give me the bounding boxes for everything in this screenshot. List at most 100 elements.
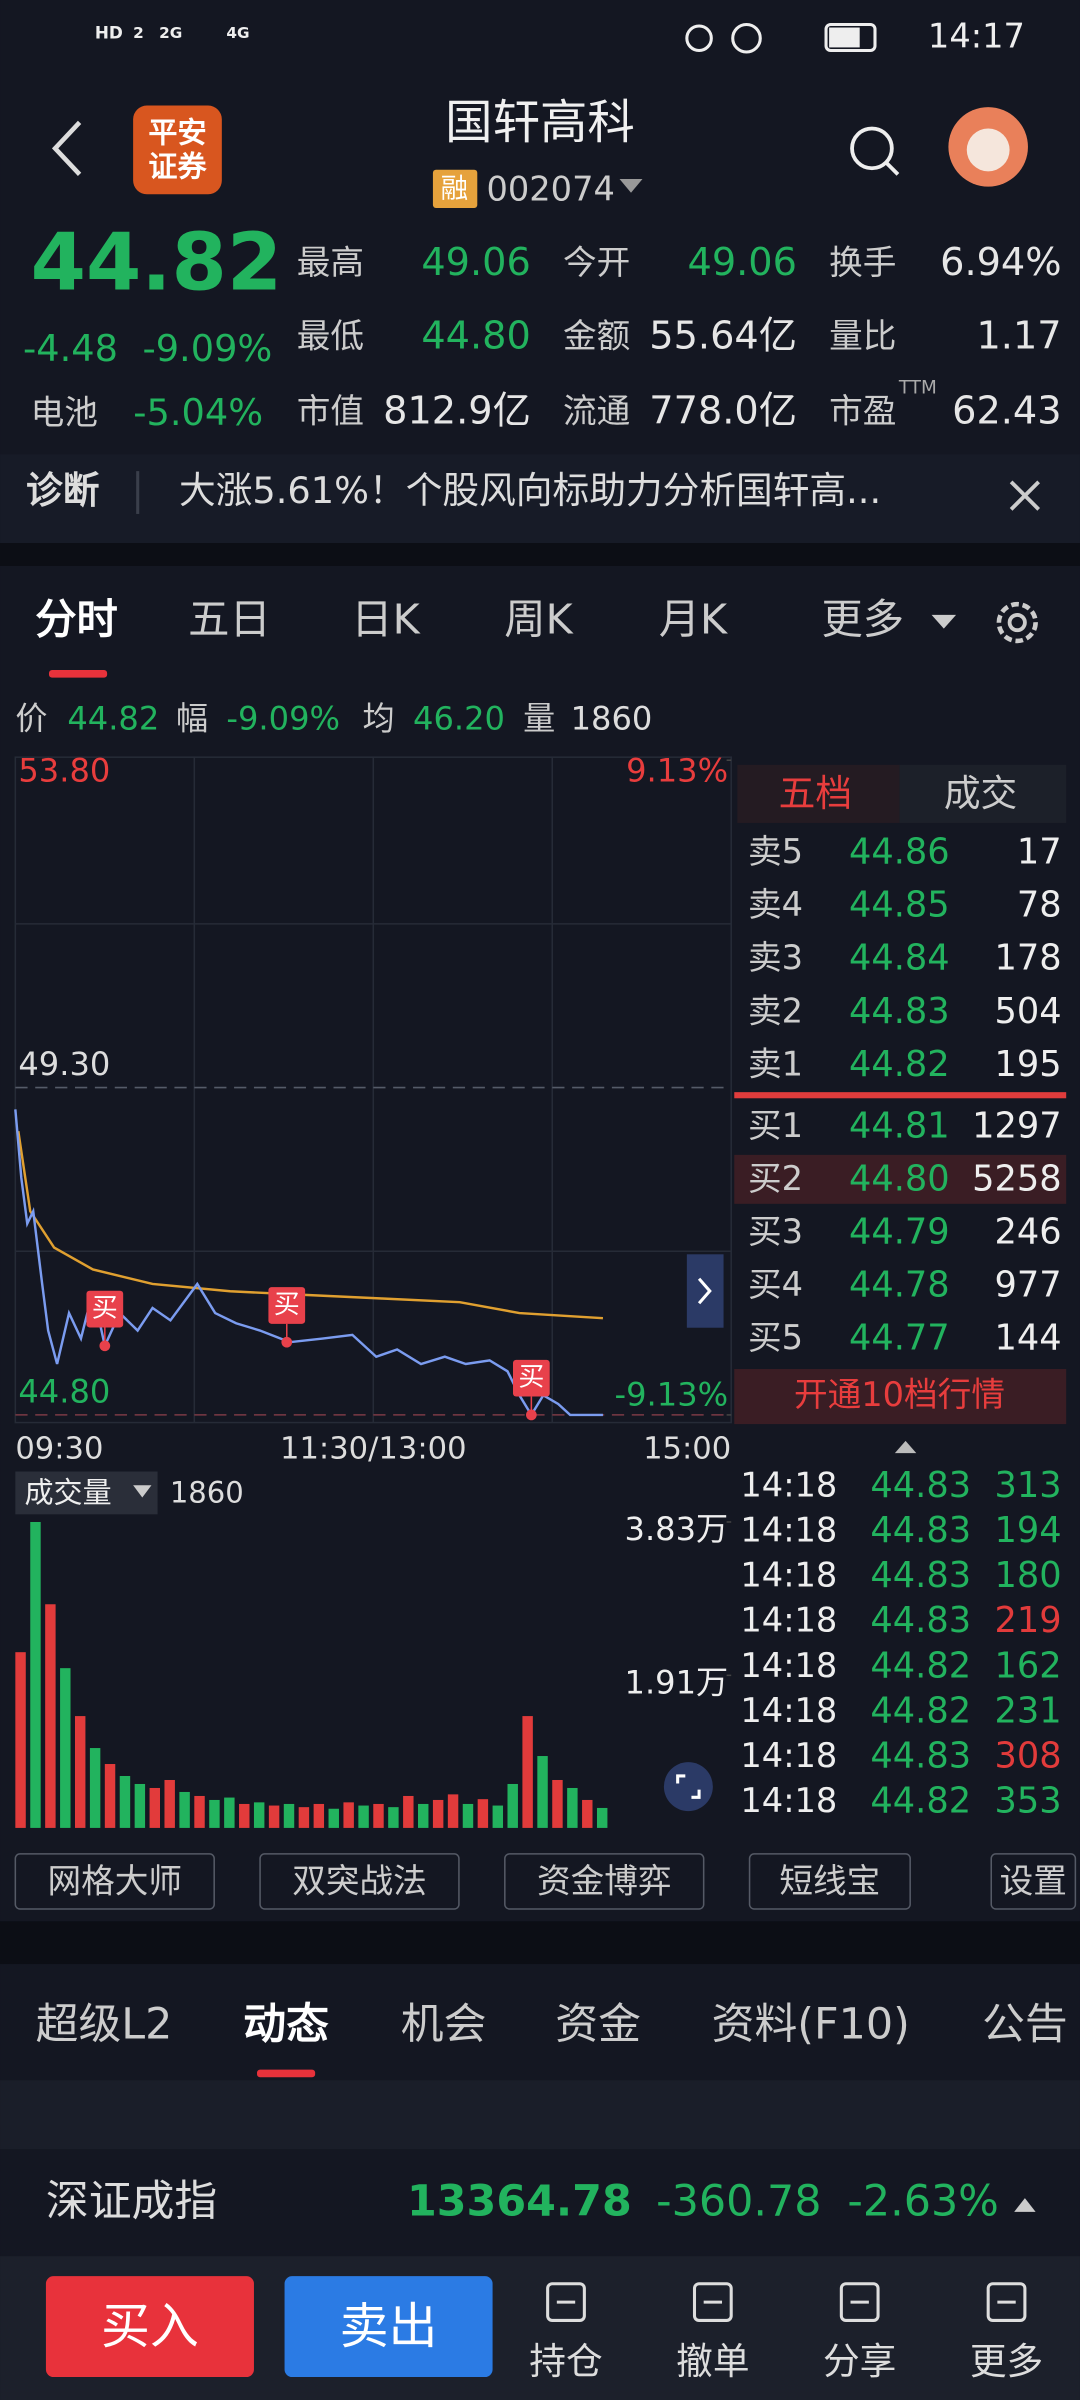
back-button[interactable] (51, 120, 82, 176)
level-price: 44.84 (849, 938, 950, 979)
info-tab[interactable]: 超级L2 (36, 1999, 173, 2049)
field-label: 换手 (829, 243, 896, 282)
battery-level (829, 27, 860, 48)
tool-label[interactable]: 设置 (1000, 1861, 1067, 1900)
chevron (697, 1277, 712, 1305)
chart-tab[interactable]: 更多 (821, 596, 904, 644)
action-label[interactable]: 分享 (823, 2340, 896, 2383)
buy-marker (86, 1290, 124, 1328)
price-line (14, 1109, 603, 1418)
tool-button[interactable] (14, 1853, 215, 1910)
tool-label[interactable]: 资金博弈 (537, 1861, 672, 1900)
volume-bar (164, 1779, 175, 1828)
highlight-row (734, 1154, 1067, 1204)
upgrade-button[interactable] (734, 1369, 1067, 1425)
action-label[interactable]: 更多 (970, 2340, 1043, 2383)
orderbook-tab-active[interactable] (737, 764, 900, 823)
network-indicator: 2G (159, 24, 182, 42)
trade-volume: 353 (994, 1781, 1061, 1822)
fullscreen-icon (676, 1774, 701, 1799)
volume-bar (447, 1794, 459, 1828)
info-tab[interactable]: 资料(F10) (712, 1999, 910, 2049)
volume-bar (477, 1799, 489, 1828)
level-volume: 17 (1017, 832, 1062, 873)
info-tab[interactable]: 动态 (243, 1999, 329, 2049)
code-dropdown[interactable] (619, 178, 643, 193)
field-label: 市盈 (829, 392, 896, 431)
volume-bar (89, 1748, 101, 1828)
settings-core (1007, 613, 1027, 633)
level-volume: 78 (1017, 885, 1062, 926)
trade-time: 14:18 (740, 1736, 837, 1775)
tool-label[interactable]: 双突战法 (292, 1861, 427, 1900)
volume-bar (373, 1803, 384, 1828)
orderbook-tab-text[interactable]: 成交 (944, 772, 1017, 815)
field-label: 流通 (563, 392, 630, 431)
action-icon (692, 2282, 733, 2322)
search-button[interactable] (850, 126, 894, 171)
settings-button[interactable] (996, 601, 1038, 644)
scroll-up[interactable] (894, 1440, 917, 1454)
info-tab[interactable]: 公告 (982, 1999, 1068, 2049)
chart-tab[interactable]: 五日 (188, 596, 271, 644)
expand-panel-button[interactable] (686, 1254, 724, 1328)
diagnosis-text[interactable]: 大涨5.61%！个股风向标助力分析国轩高... (179, 469, 881, 512)
fullscreen-button[interactable] (663, 1762, 713, 1812)
index-expand[interactable] (1014, 2198, 1036, 2212)
trade-time: 14:18 (740, 1510, 837, 1549)
volume-bar (552, 1779, 563, 1828)
more-dropdown[interactable] (931, 614, 957, 629)
sell-label[interactable]: 卖出 (340, 2298, 438, 2355)
trade-price: 44.82 (870, 1781, 971, 1822)
tool-button[interactable] (504, 1853, 705, 1910)
close-button[interactable] (1009, 480, 1041, 511)
volume-bar (104, 1764, 116, 1828)
info-tab[interactable]: 资金 (555, 1999, 641, 2049)
separator (0, 2080, 1080, 2150)
action-label[interactable]: 撤单 (676, 2340, 749, 2383)
action-icon (986, 2282, 1027, 2322)
info-tab[interactable]: 机会 (401, 1999, 487, 2049)
field-label: 市值 (297, 392, 364, 431)
volume-bar (313, 1803, 325, 1828)
volume-bar (537, 1756, 548, 1828)
upgrade-text[interactable]: 开通10档行情 (794, 1375, 1005, 1414)
level-volume: 977 (994, 1265, 1061, 1306)
volume-bar (30, 1521, 41, 1828)
network-indicator: 2 (133, 24, 144, 42)
level-label: 买2 (748, 1159, 803, 1198)
buy-button[interactable] (45, 2276, 254, 2378)
orderbook-tab[interactable] (899, 764, 1067, 823)
tool-label[interactable]: 短线宝 (779, 1861, 880, 1900)
diagnosis-bar[interactable] (0, 454, 1080, 544)
tool-button[interactable] (990, 1853, 1077, 1910)
chart-tab[interactable]: 月K (659, 596, 728, 644)
trade-price: 44.83 (870, 1465, 971, 1506)
volume-bar (596, 1807, 608, 1828)
volume-bar (418, 1803, 429, 1828)
logo-text: 平安 (148, 116, 206, 150)
volume-bar (60, 1668, 71, 1828)
orderbook-tab-text[interactable]: 五档 (779, 772, 852, 815)
tool-label[interactable]: 网格大师 (47, 1861, 182, 1900)
field-label: 今开 (563, 243, 630, 282)
tool-button[interactable] (748, 1853, 911, 1910)
level-price: 44.81 (849, 1105, 950, 1146)
level-price: 44.83 (849, 991, 950, 1032)
action-label[interactable]: 持仓 (529, 2340, 602, 2383)
chart-tab[interactable]: 分时 (35, 596, 118, 644)
tool-button[interactable] (259, 1853, 460, 1910)
trade-volume: 219 (994, 1600, 1061, 1641)
y2-tick-label: -9.13% (615, 1376, 729, 1414)
trade-volume: 231 (994, 1690, 1061, 1731)
chart-tab[interactable]: 周K (504, 596, 573, 644)
tab-underline (257, 2069, 316, 2078)
sell-button[interactable] (284, 2276, 493, 2378)
volume-selector[interactable] (15, 1471, 158, 1515)
volume-bar (462, 1803, 474, 1828)
change: -4.48 (23, 327, 118, 370)
info-value: 1860 (571, 699, 653, 737)
chart-tab[interactable]: 日K (351, 596, 420, 644)
buy-label[interactable]: 买入 (101, 2298, 199, 2355)
